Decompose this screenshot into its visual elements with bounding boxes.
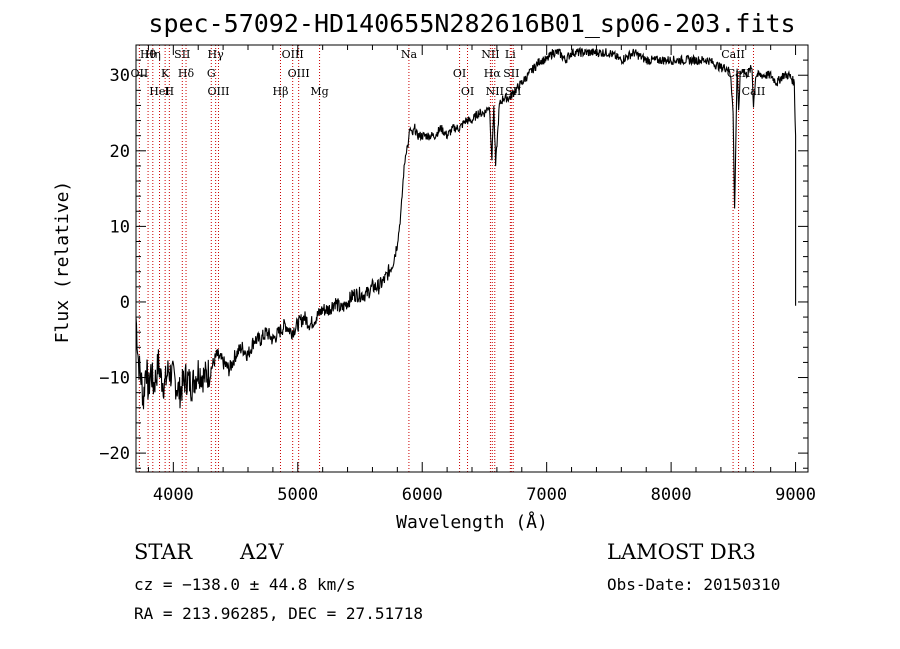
spectral-line-label: Hη	[145, 48, 161, 61]
x-tick-label: 4000	[153, 485, 194, 505]
spectral-line-markers	[138, 45, 754, 472]
x-tick-label: 5000	[277, 485, 318, 505]
spectral-line-label: SII	[174, 48, 190, 61]
spectral-line-label: Na	[401, 48, 418, 61]
spectral-line-label: HeI	[149, 85, 169, 98]
spectral-line-label: Hγ	[208, 48, 225, 61]
spectral-line-label: K	[161, 67, 170, 80]
spectral-line-label: OI	[453, 67, 466, 80]
object-subclass: A2V	[240, 540, 284, 564]
spectral-line-label: H	[165, 85, 175, 98]
object-class: STAR	[134, 540, 193, 564]
spectral-line-label: Hβ	[273, 85, 289, 98]
axis-ticks	[136, 44, 808, 472]
spectral-line-label: NII	[486, 85, 504, 98]
spectral-line-label: OIII	[288, 67, 310, 80]
x-tick-label: 6000	[402, 485, 443, 505]
redshift-velocity: cz = −138.0 ± 44.8 km/s	[134, 575, 356, 594]
y-tick-label: 0	[120, 293, 130, 313]
y-tick-label: 30	[110, 66, 130, 86]
spectral-line-label: NII	[481, 48, 499, 61]
chart-title: spec-57092-HD140655N282616B01_sp06-203.f…	[148, 9, 795, 38]
spectral-line-label: OI	[461, 85, 474, 98]
spectral-line-label: CaII	[721, 48, 745, 61]
spectral-line-label: OIII	[282, 48, 304, 61]
coordinates: RA = 213.96285, DEC = 27.51718	[134, 604, 423, 623]
spectral-line-labels: HθOIIHeIHηKHSIIHδOIIIHγGHβOIIIOIIIMgNaOI…	[131, 48, 766, 98]
spectral-line-label: SII	[503, 67, 519, 80]
spectrum-series-line	[135, 46, 797, 410]
plot-frame	[135, 44, 809, 473]
spectral-line-label: CaII	[742, 85, 766, 98]
observation-date: Obs-Date: 20150310	[607, 575, 781, 594]
spectral-line-label: OII	[131, 67, 149, 80]
y-axis-title: Flux (relative)	[52, 181, 73, 344]
spectral-line-label: Hα	[484, 67, 502, 80]
y-tick-labels: −20 −10 0 10 20 30	[99, 66, 130, 464]
x-tick-labels: 4000 5000 6000 7000 8000 9000	[153, 485, 816, 505]
spectral-line-label: Hδ	[178, 67, 195, 80]
spectral-line-label: Mg	[310, 85, 328, 98]
y-tick-label: 20	[110, 142, 130, 162]
y-tick-label: −20	[99, 444, 130, 464]
x-tick-label: 7000	[526, 485, 567, 505]
spectral-line-label: G	[207, 67, 216, 80]
spectral-line-label: Li	[505, 48, 516, 61]
y-tick-label: 10	[110, 217, 130, 237]
spectral-line-label: OIII	[207, 85, 229, 98]
x-axis-title: Wavelength (Å)	[396, 511, 548, 533]
spectral-line-label: Hθ	[140, 48, 157, 61]
y-tick-label: −10	[99, 369, 130, 389]
x-tick-label: 9000	[775, 485, 816, 505]
survey-name: LAMOST DR3	[607, 540, 756, 564]
x-tick-label: 8000	[651, 485, 692, 505]
